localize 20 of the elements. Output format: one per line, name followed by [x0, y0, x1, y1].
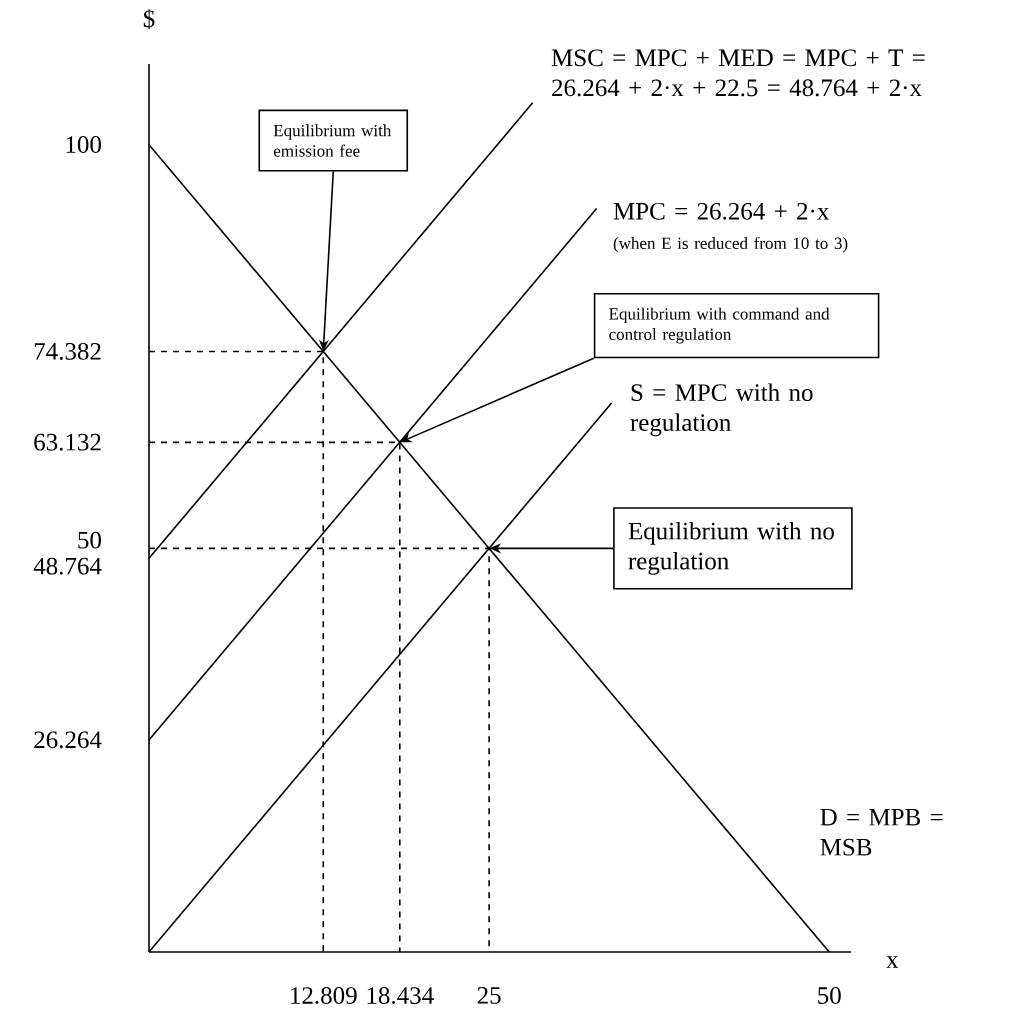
y-tick-label: 100 [66, 136, 101, 153]
annotation: Equilibrium with command and control regulation [609, 307, 830, 344]
annotation: Equilibrium with no regulation [628, 521, 834, 575]
y-tick-label: 26.264 [34, 731, 102, 749]
x-axis-title: x [886, 956, 899, 968]
y-tick-label: 74.382 [34, 342, 101, 360]
y-tick-label: 48.764 [33, 557, 102, 575]
x-tick-label: 25 [477, 987, 501, 1004]
text: D = MPB = MSB [820, 808, 943, 856]
y-axis-title: $ [143, 8, 155, 29]
series-label: MSC = MPC + MED = MPC + T = 26.264 + 2·x + 22.5 = 48.764 + 2·x [551, 49, 925, 97]
y-tick-label: 50 [78, 531, 101, 549]
annotation: (when E is reduced from 10 to 3) [613, 236, 848, 253]
y-tick-label: 63.132 [34, 433, 101, 451]
x-tick-label: 12.809 [291, 987, 357, 1005]
annotation: Equilibrium with emission fee [273, 124, 392, 157]
series-label: S = MPC with no regulation [630, 383, 813, 437]
x-tick-label: 50 [818, 987, 841, 1004]
x-tick-label: 18.434 [367, 987, 434, 1005]
series-label: MPC = 26.264 + 2·x [613, 202, 830, 220]
